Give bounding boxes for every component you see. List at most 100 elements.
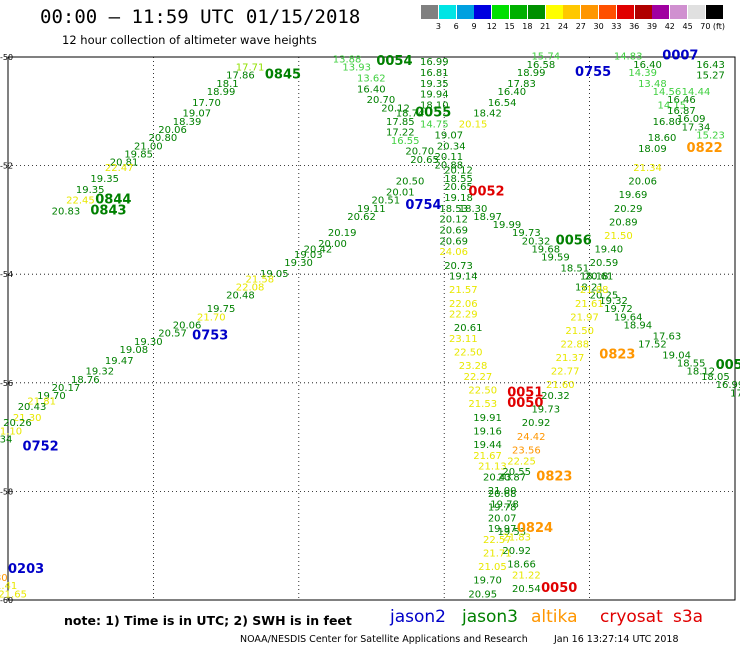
wave-height-value: 20.70 [367,95,396,106]
wave-height-value: 20.57 [158,329,187,340]
wave-height-value: 19.40 [594,244,623,255]
color-scale-label: 27 [575,22,586,31]
y-tick-label: -52 [0,162,13,171]
wave-height-value: 21.60 [546,380,575,391]
wave-height-value: 20.70 [405,147,434,158]
wave-height-value: 20.07 [488,513,517,524]
wave-height-value: 22.29 [449,310,478,321]
wave-height-value: 20.12 [439,215,468,226]
color-scale-label: 24 [557,22,569,31]
wave-height-value: 20.65 [444,182,473,193]
wave-height-value: 20.87 [498,473,527,484]
wave-height-value: 14.39 [628,68,657,79]
pass-time-label: 0203 [8,562,44,577]
wave-height-value: 14.44 [682,87,711,98]
wave-height-value: 20.34 [0,435,12,446]
y-tick-label: -54 [0,270,13,279]
wave-height-value: 19.69 [619,190,648,201]
y-tick-label: -56 [0,379,13,388]
wave-height-value: 18.30 [459,204,488,215]
wave-height-value: 21.37 [556,353,585,364]
wave-height-value: 19.30 [284,258,313,269]
wave-height-value: 17.70 [192,98,221,109]
wave-height-value: 19.72 [604,304,633,315]
color-scale-label: 3 [435,22,441,31]
color-scale-label: 30 [593,22,604,31]
wave-height-value: 14.15 [657,101,686,112]
wave-height-value: 21.83 [502,532,531,543]
wave-height-value: 19.59 [541,253,570,264]
y-tick-label: -60 [0,596,13,605]
wave-height-value: 19.44 [473,440,502,451]
wave-height-value: 20.92 [522,418,551,429]
x-tick-label: 126 [291,604,306,605]
wave-height-value: 20.51 [372,196,401,207]
wave-height-value: 22.27 [464,372,493,383]
color-scale-label: 15 [504,22,515,31]
wave-height-value: 19.78 [488,502,517,513]
x-tick-label: 135 [727,604,740,605]
wave-height-value: 18.21 [575,282,604,293]
color-scale-label: 18 [522,22,533,31]
color-swatch [421,5,438,19]
wave-height-value: 18.66 [507,559,536,570]
wave-height-value: 20.11 [435,152,464,163]
pass-time-label: 0754 [405,198,441,213]
wave-height-value: 18.55 [677,359,706,370]
wave-height-value: 17.63 [653,331,682,342]
color-swatch [563,5,581,19]
wave-height-value: 22.47 [105,163,134,174]
wave-height-value: 18.74 [396,109,425,120]
pass-time-label: 0824 [517,521,553,536]
wave-height-value: 19.30 [134,337,163,348]
wave-height-value: 23.11 [449,334,478,345]
wave-height-value: 16.54 [488,98,517,109]
wave-height-value: 23.28 [459,361,488,372]
wave-height-value: 15.27 [696,71,725,82]
pass-time-label: 0050 [507,396,543,411]
wave-height-value: 15.23 [696,130,725,141]
wave-height-value: 20.83 [52,206,81,217]
wave-height-value: 20.61 [585,272,614,283]
wave-height-value: 19.03 [294,250,323,261]
wave-height-value: 22.08 [236,282,265,293]
wave-height-value: 21.13 [478,462,507,473]
wave-height-value: 19.07 [182,109,211,120]
wave-height-value: 20.06 [628,177,657,188]
wave-height-value: 18.60 [648,133,677,144]
wave-height-value: 13.62 [357,73,386,84]
y-tick-label: -58 [0,487,13,496]
wave-height-value: 20.62 [347,212,376,223]
pass-time-label: 0843 [90,203,126,218]
pass-time-label: 0823 [599,347,635,362]
wave-height-value: 16.46 [667,95,696,106]
wave-height-value: 21.65 [0,589,27,600]
wave-height-value: 20.50 [396,177,425,188]
pass-time-label: 0752 [23,440,59,455]
color-scale-label: 9 [471,22,477,31]
pass-time-label: 0057 [716,358,740,373]
color-swatch [670,5,688,19]
color-scale-label: 21 [540,22,551,31]
wave-height-value: 19.08 [119,345,148,356]
wave-height-value: 16.09 [677,114,706,125]
wave-height-value: 20.69 [439,225,468,236]
color-scale-label: 6 [453,22,459,31]
wave-height-value: 20.06 [158,125,187,136]
color-swatch [652,5,670,19]
pass-time-label: 0052 [468,184,504,199]
wave-height-value: 13.88 [333,54,362,65]
color-scale-label: 12 [486,22,497,31]
color-scale-label: 42 [664,22,675,31]
wave-height-value: 19.73 [512,228,541,239]
wave-height-value: 20.00 [318,239,347,250]
wave-height-value: 17.22 [386,128,415,139]
wave-height-value: 16.58 [527,60,556,71]
wave-height-value: 21.34 [633,163,662,174]
wave-height-value: 18.55 [444,174,473,185]
wave-height-value: 20.61 [454,323,483,334]
wave-height-value: 20.68 [488,489,517,500]
wave-height-value: 18.09 [638,144,667,155]
wave-height-value: 19.07 [435,130,464,141]
wave-height-value: 21.41 [0,581,17,592]
